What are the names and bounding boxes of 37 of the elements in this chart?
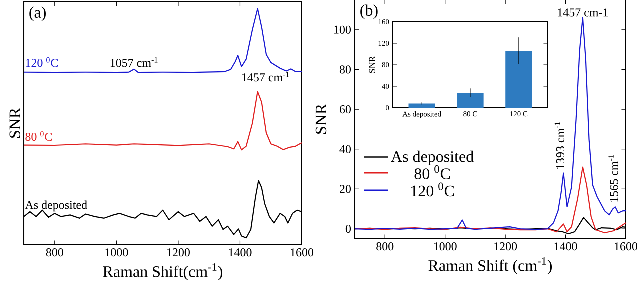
x-tick-label: 1200 [168, 248, 190, 257]
annotation: 1565 cm$^{-1}$ [608, 155, 618, 202]
x-tick-label: 1000 [434, 242, 457, 251]
y-tick-label: 40 [340, 145, 352, 154]
y-tick-label: 20 [340, 185, 352, 194]
annotation: (a) [30, 6, 46, 22]
series-label: 120 $^{0}$C [26, 57, 58, 68]
legend-label: 80 $^{0}$C [414, 166, 450, 180]
annotation: 1057 cm$^{-1}$ [110, 57, 158, 68]
annotation: 1457 cm-1 [558, 8, 608, 17]
series-label: 80 $^{0}$C [26, 131, 52, 142]
series-label: As deposited [25, 200, 88, 212]
x-tick-label: 1000 [106, 248, 128, 257]
x-tick-label: 1200 [494, 242, 518, 251]
x-tick-label: 1400 [554, 242, 578, 251]
annotation: 1393 cm$^{-1}$ [554, 122, 565, 170]
annotation: 1457 cm$^{-1}$ [242, 72, 290, 82]
y-tick-label: 80 [340, 66, 352, 74]
x-tick-label: 800 [376, 242, 394, 251]
bar [506, 51, 532, 108]
y-axis-title: SNR [316, 104, 327, 134]
x-tick-label: 1600 [291, 248, 314, 257]
x-tick-label: 1600 [615, 242, 638, 251]
y-axis-title: SNR [10, 108, 20, 138]
y-tick-label: 100 [334, 26, 352, 34]
x-axis-title: Raman Shift (cm$^{-1}$) [428, 257, 552, 275]
x-axis-title: Raman Shift(cm$^{-1}$) [103, 263, 223, 281]
x-tick-label: 1400 [229, 248, 252, 257]
legend-label: As deposited [391, 150, 474, 166]
bar [457, 92, 484, 108]
annotation: (b) [360, 4, 378, 20]
y-axis-title: SNR [369, 56, 376, 74]
x-tick-label: 800 [46, 248, 64, 257]
legend-label: 120 $^{0}$C [412, 182, 454, 197]
y-tick-label: 60 [340, 105, 352, 114]
bar [408, 104, 436, 108]
y-tick-label: 0 [346, 224, 352, 234]
